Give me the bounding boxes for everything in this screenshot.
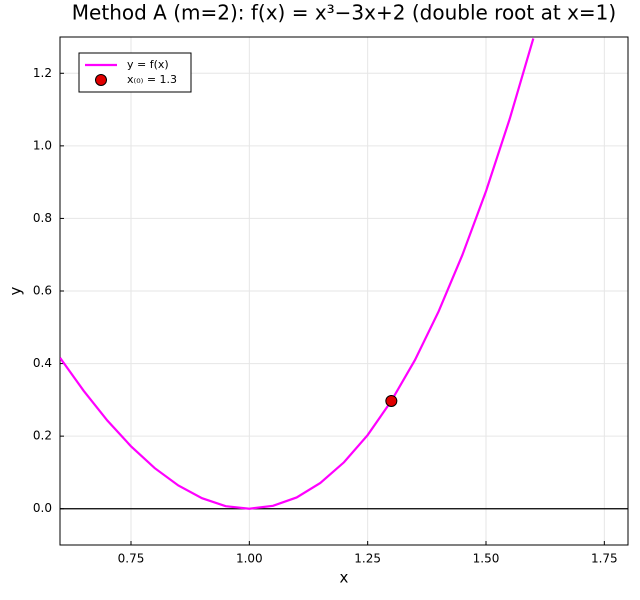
y-tick-label: 0.8 — [33, 211, 52, 225]
point — [385, 394, 398, 407]
x-tick-label: 1.75 — [591, 552, 618, 566]
y-tick-label: 0.2 — [33, 429, 52, 443]
x-axis-label: x — [340, 569, 349, 587]
y-tick-label: 0.6 — [33, 284, 52, 298]
y-tick-label: 1.0 — [33, 138, 52, 152]
plot-area — [60, 38, 535, 510]
y-tick-label: 0.4 — [33, 356, 52, 370]
chart-title: Method A (m=2): f(x) = x³−3x+2 (double r… — [72, 1, 616, 25]
x-tick-label: 1.00 — [236, 552, 263, 566]
x-tick-label: 1.50 — [473, 552, 500, 566]
legend-swatch — [95, 74, 107, 86]
legend-label: x₍₀₎ = 1.3 — [127, 73, 177, 86]
y-axis-label: y — [7, 286, 25, 295]
plot-frame — [59, 36, 629, 546]
legend-box — [78, 52, 192, 93]
x-tick-label: 0.75 — [118, 552, 145, 566]
line — [60, 38, 535, 510]
y-tick-label: 1.2 — [33, 66, 52, 80]
y-tick-label: 0.0 — [33, 501, 52, 515]
x-tick-label: 1.25 — [354, 552, 381, 566]
legend-label: y = f(x) — [127, 58, 169, 71]
